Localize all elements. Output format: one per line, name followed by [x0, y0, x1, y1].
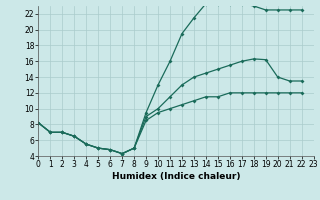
X-axis label: Humidex (Indice chaleur): Humidex (Indice chaleur): [112, 172, 240, 181]
